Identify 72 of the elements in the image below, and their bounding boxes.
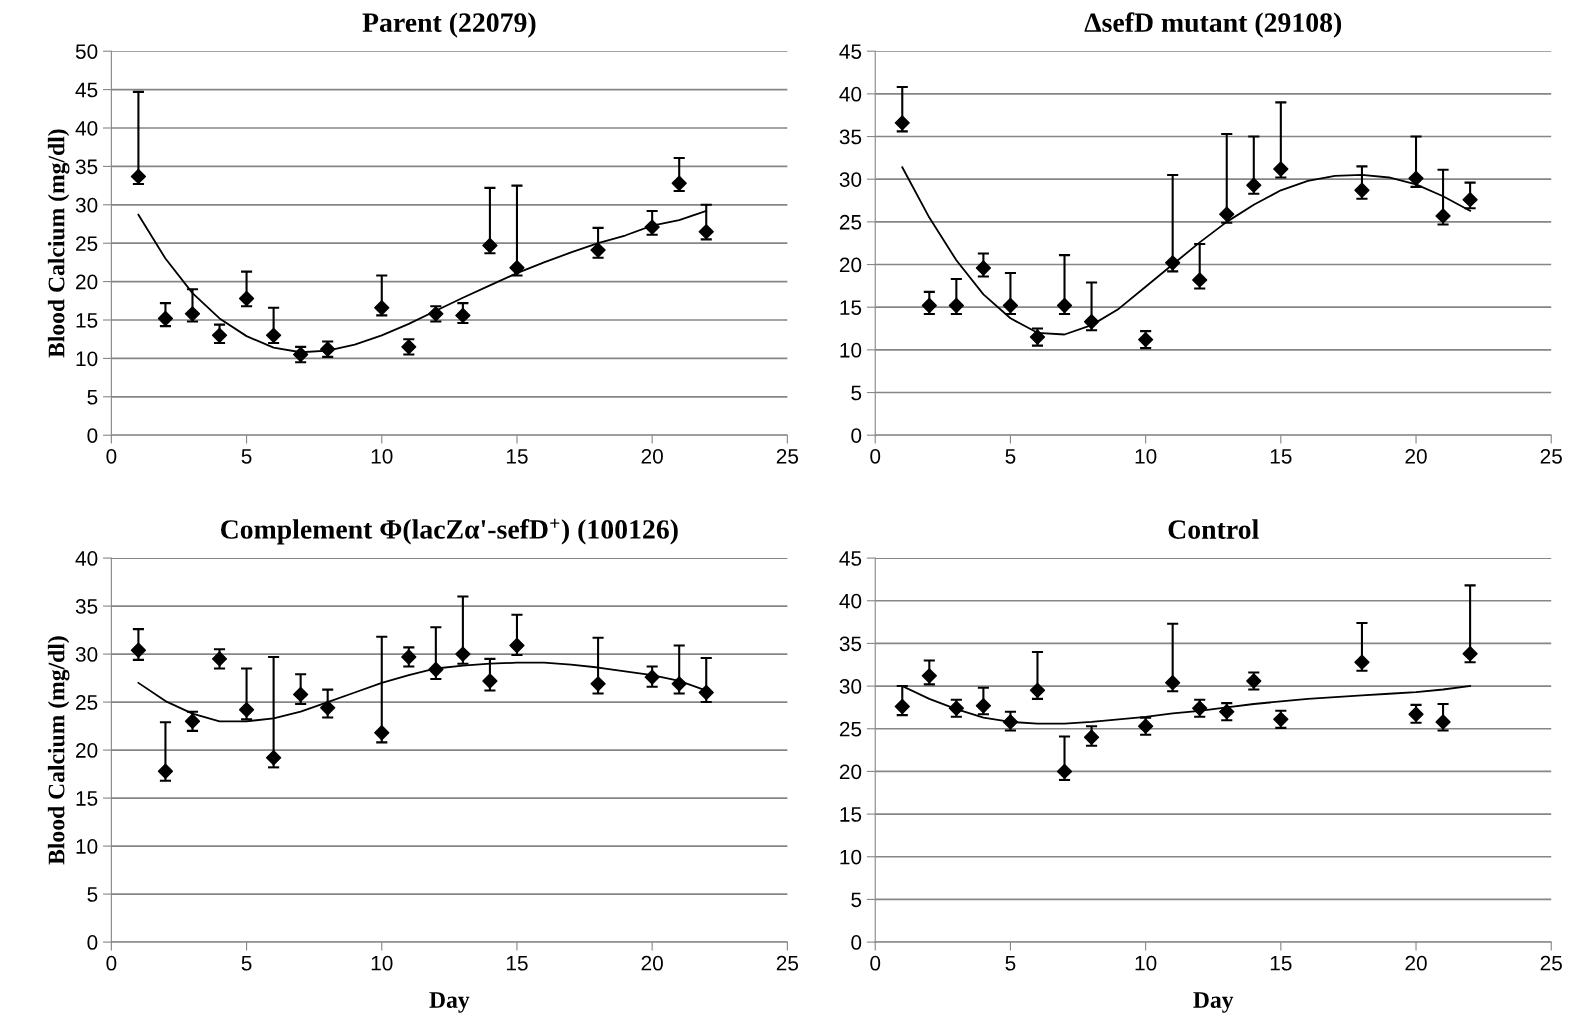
chart-title: Complement Φ(lacZα'-sefD$^{+}$) (100126) <box>221 518 678 545</box>
chart-title: ΔsefD mutant (29108) <box>1084 12 1342 38</box>
y-tick-label: 30 <box>75 647 98 662</box>
y-tick-label: 30 <box>75 197 98 213</box>
x-tick-label: 10 <box>371 448 393 464</box>
y-tick-label: 0 <box>851 428 862 443</box>
y-tick-label: 35 <box>75 599 98 614</box>
x-tick-label: 10 <box>1135 448 1157 464</box>
y-tick-label: 5 <box>851 385 862 401</box>
y-tick-label: 0 <box>87 935 98 950</box>
x-tick-label: 15 <box>506 956 528 971</box>
x-tick-label: 15 <box>1270 956 1292 971</box>
x-tick-label: 20 <box>641 955 663 971</box>
y-tick-label: 0 <box>87 428 98 443</box>
y-tick-label: 45 <box>75 82 98 98</box>
x-tick-label: 25 <box>1540 955 1562 971</box>
chart-title: Parent (22079) <box>362 12 536 38</box>
y-tick-label: 0 <box>851 935 862 950</box>
x-tick-label: 5 <box>241 449 252 464</box>
x-tick-label: 5 <box>1005 449 1016 464</box>
y-tick-label: 30 <box>839 679 862 694</box>
y-tick-label: 35 <box>839 129 862 145</box>
y-tick-label: 25 <box>76 236 98 251</box>
y-tick-label: 40 <box>839 86 862 102</box>
x-axis-title: Day <box>429 992 470 1013</box>
y-tick-label: 40 <box>75 121 98 136</box>
x-tick-label: 10 <box>1135 955 1157 971</box>
y-tick-label: 15 <box>840 807 862 822</box>
y-tick-label: 50 <box>75 44 98 59</box>
y-tick-label: 25 <box>839 214 862 230</box>
x-tick-label: 20 <box>1405 448 1427 464</box>
x-tick-label: 25 <box>776 448 799 464</box>
x-tick-label: 0 <box>106 448 117 464</box>
y-tick-label: 45 <box>839 44 862 59</box>
y-tick-label: 20 <box>839 764 862 780</box>
x-tick-label: 5 <box>1005 956 1016 971</box>
y-tick-label: 5 <box>851 892 862 908</box>
y-tick-label: 20 <box>76 743 98 758</box>
y-tick-label: 25 <box>76 695 98 710</box>
x-tick-label: 15 <box>506 449 528 464</box>
y-tick-label: 10 <box>76 351 98 367</box>
x-tick-label: 5 <box>241 956 252 971</box>
x-tick-label: 0 <box>870 955 881 971</box>
y-tick-label: 15 <box>76 791 98 806</box>
y-tick-label: 5 <box>87 887 98 902</box>
y-tick-label: 35 <box>839 636 862 652</box>
x-tick-label: 0 <box>106 955 117 971</box>
y-tick-label: 25 <box>839 721 862 737</box>
y-tick-label: 15 <box>76 313 98 328</box>
y-tick-label: 40 <box>839 593 862 609</box>
x-axis-title: Day <box>1193 992 1234 1013</box>
x-tick-label: 10 <box>371 955 393 971</box>
y-tick-label: 15 <box>840 300 862 315</box>
y-tick-label: 20 <box>76 274 98 290</box>
x-tick-label: 20 <box>641 448 663 464</box>
y-tick-label: 10 <box>840 342 862 358</box>
x-tick-label: 0 <box>870 448 881 464</box>
y-tick-label: 40 <box>75 551 98 566</box>
y-tick-label: 30 <box>839 172 862 187</box>
x-tick-label: 15 <box>1270 449 1292 464</box>
y-tick-label: 10 <box>840 849 862 865</box>
y-tick-label: 5 <box>87 390 98 405</box>
y-tick-label: 10 <box>76 839 98 854</box>
x-tick-label: 25 <box>776 955 799 971</box>
x-tick-label: 20 <box>1405 955 1427 971</box>
y-axis-title: Blood Calcium (mg/dl) <box>47 636 70 865</box>
y-tick-label: 45 <box>839 551 862 566</box>
y-tick-label: 35 <box>75 159 98 175</box>
x-tick-label: 25 <box>1540 448 1562 464</box>
y-axis-title: Blood Calcium (mg/dl) <box>47 129 70 358</box>
chart-title: Control <box>1168 519 1259 539</box>
y-tick-label: 20 <box>839 257 862 273</box>
